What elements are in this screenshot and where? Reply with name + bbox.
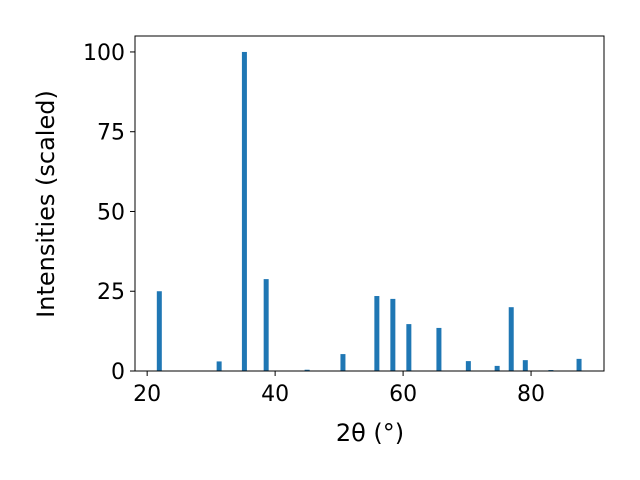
bar [436, 327, 442, 371]
bar [241, 51, 247, 371]
x-axis-label: 2θ (°) [336, 419, 404, 447]
bar [390, 298, 396, 371]
bar [406, 324, 412, 371]
bar [494, 365, 500, 371]
bar [216, 361, 222, 371]
x-tick-label: 80 [517, 382, 545, 407]
bar [576, 358, 582, 371]
bar [522, 360, 528, 371]
bar [304, 369, 310, 371]
bar [465, 361, 471, 371]
bar [374, 296, 380, 371]
bar [156, 291, 162, 371]
y-tick-label: 100 [83, 41, 125, 66]
x-tick-label: 60 [389, 382, 417, 407]
bar [508, 307, 514, 371]
plot-frame [134, 35, 605, 372]
y-tick-label: 50 [97, 200, 125, 225]
y-tick-label: 25 [97, 280, 125, 305]
x-tick-label: 40 [261, 382, 289, 407]
y-axis-label: Intensities (scaled) [32, 90, 60, 318]
y-tick-label: 75 [97, 121, 125, 146]
x-tick-label: 20 [133, 382, 161, 407]
bar [340, 354, 346, 371]
y-tick-label: 0 [111, 360, 125, 385]
bar [263, 279, 269, 371]
